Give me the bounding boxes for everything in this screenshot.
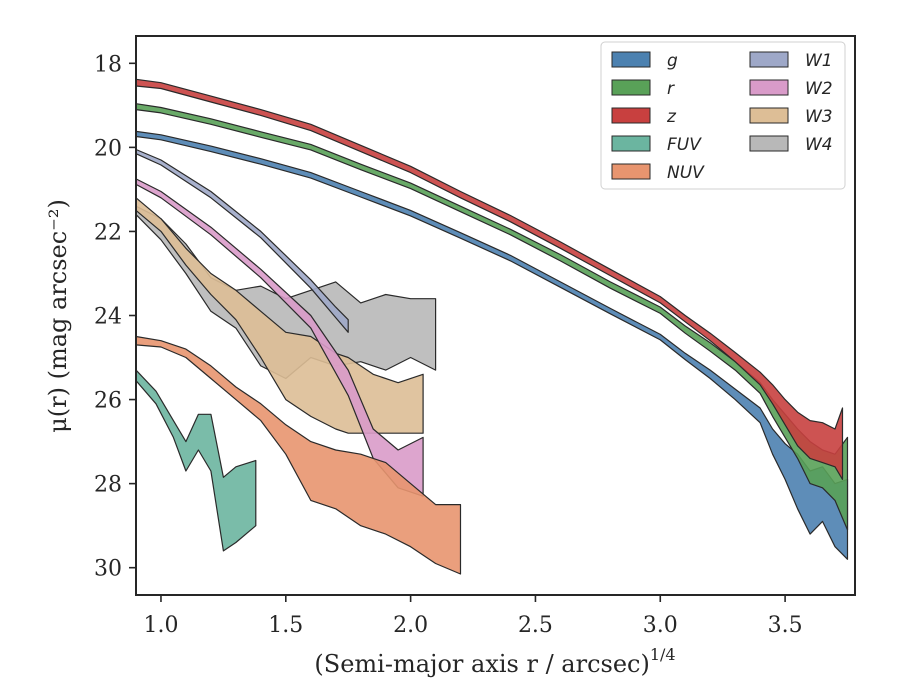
x-axis-label-text: (Semi-major axis r / arcsec) (314, 650, 649, 678)
band-w3 (135, 197, 424, 434)
band-w1 (135, 148, 349, 333)
legend-swatch-r (611, 79, 651, 96)
band-w4 (135, 205, 437, 380)
band-layer (135, 78, 849, 575)
legend-swatch-z (611, 107, 651, 124)
band-g (135, 130, 849, 560)
legend-swatch-w2 (749, 79, 789, 96)
legend-label-nuv: NUV (667, 163, 705, 183)
legend-label-w1: W1 (805, 51, 833, 71)
legend-label-g: g (667, 51, 678, 71)
y-axis-label: μ(r) (mag arcsec⁻²) (44, 199, 72, 433)
x-tick-label: 1.5 (268, 613, 303, 638)
x-axis-label: (Semi-major axis r / arcsec)1/4 (314, 645, 675, 678)
legend-frame (600, 41, 846, 190)
band-fuv (135, 369, 257, 552)
legend-label-fuv: FUV (667, 135, 702, 155)
band-r (135, 103, 849, 531)
legend-label-w3: W3 (805, 107, 833, 127)
x-tick-label: 2.0 (393, 613, 428, 638)
x-tick-label: 3.5 (768, 613, 803, 638)
y-tick-label: 24 (94, 305, 122, 330)
y-tick-label: 28 (94, 473, 122, 498)
legend-label-z: z (666, 107, 677, 127)
x-tick-label: 2.5 (518, 613, 553, 638)
legend-swatch-fuv (611, 135, 651, 152)
legend-label-w4: W4 (805, 135, 833, 155)
y-tick-label: 20 (94, 136, 122, 161)
band-nuv (135, 335, 462, 575)
legend-label-r: r (667, 79, 675, 99)
legend-swatch-w4 (749, 135, 789, 152)
axes-layer: 1.0 1.5 2.0 2.5 3.0 3.5 18 20 22 24 26 28 30 (94, 35, 856, 638)
x-axis-label-exponent: 1/4 (650, 645, 676, 664)
y-tick-label: 18 (94, 52, 122, 77)
legend-swatch-nuv (611, 163, 651, 180)
legend: grz FUV NUV W1 W2 W3 W4 (600, 41, 846, 190)
x-tick-label: 1.0 (143, 613, 178, 638)
band-z (135, 78, 844, 480)
y-tick-label: 30 (94, 557, 122, 582)
legend-label-w2: W2 (805, 79, 833, 99)
y-tick-label: 22 (94, 220, 122, 245)
legend-swatch-w3 (749, 107, 789, 124)
x-tick-label: 3.0 (643, 613, 678, 638)
y-tick-label: 26 (94, 389, 122, 414)
legend-swatch-g (611, 51, 651, 68)
legend-swatch-w1 (749, 51, 789, 68)
